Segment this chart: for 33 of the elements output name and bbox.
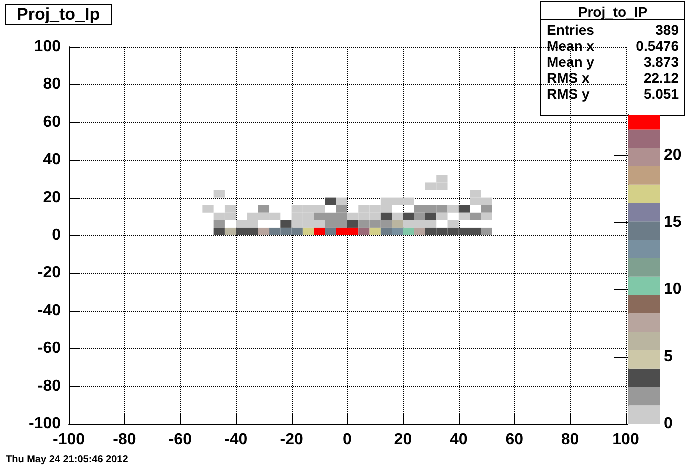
color-bar-label: 10 [664, 281, 682, 298]
y-tick-label: 60 [43, 114, 62, 131]
y-tick-label: -60 [38, 340, 62, 358]
x-tick-label: -20 [280, 432, 304, 448]
x-tick-label: 0 [343, 432, 352, 448]
y-tick-label: 40 [43, 152, 62, 169]
text: RMS y 5.051 [547, 86, 679, 102]
x-tick-label: 60 [506, 432, 524, 448]
text: Proj_to_IP [578, 4, 648, 20]
x-tick-label: -80 [113, 432, 136, 448]
y-tick-label: -100 [28, 416, 62, 432]
color-bar-label: 5 [664, 348, 673, 366]
x-tick-label: -40 [224, 432, 248, 448]
x-tick-label: 80 [561, 432, 580, 448]
x-tick-label: 100 [612, 432, 640, 448]
x-tick-label: 20 [394, 432, 412, 448]
chart-title: Proj_to_Ip [17, 5, 100, 24]
color-bar-label: 20 [664, 146, 682, 164]
text: Mean y 3.873 [547, 54, 679, 70]
y-tick-label: -20 [38, 264, 62, 282]
y-tick-label: 100 [34, 38, 62, 56]
color-bar-label: 15 [664, 214, 682, 231]
color-bar-label: 0 [664, 416, 673, 432]
y-tick-label: 80 [43, 76, 62, 94]
y-tick-label: -80 [38, 378, 62, 395]
y-tick-label: 20 [43, 189, 62, 206]
x-tick-label: 40 [450, 432, 468, 448]
text: Thu May 24 21:05:46 2012 [6, 454, 129, 466]
y-tick-label: -40 [38, 302, 62, 320]
text: RMS x 22.12 [547, 70, 679, 86]
y-tick-label: 0 [52, 227, 62, 244]
x-tick-label: -60 [168, 432, 192, 448]
text: Entries 389 [547, 22, 679, 38]
